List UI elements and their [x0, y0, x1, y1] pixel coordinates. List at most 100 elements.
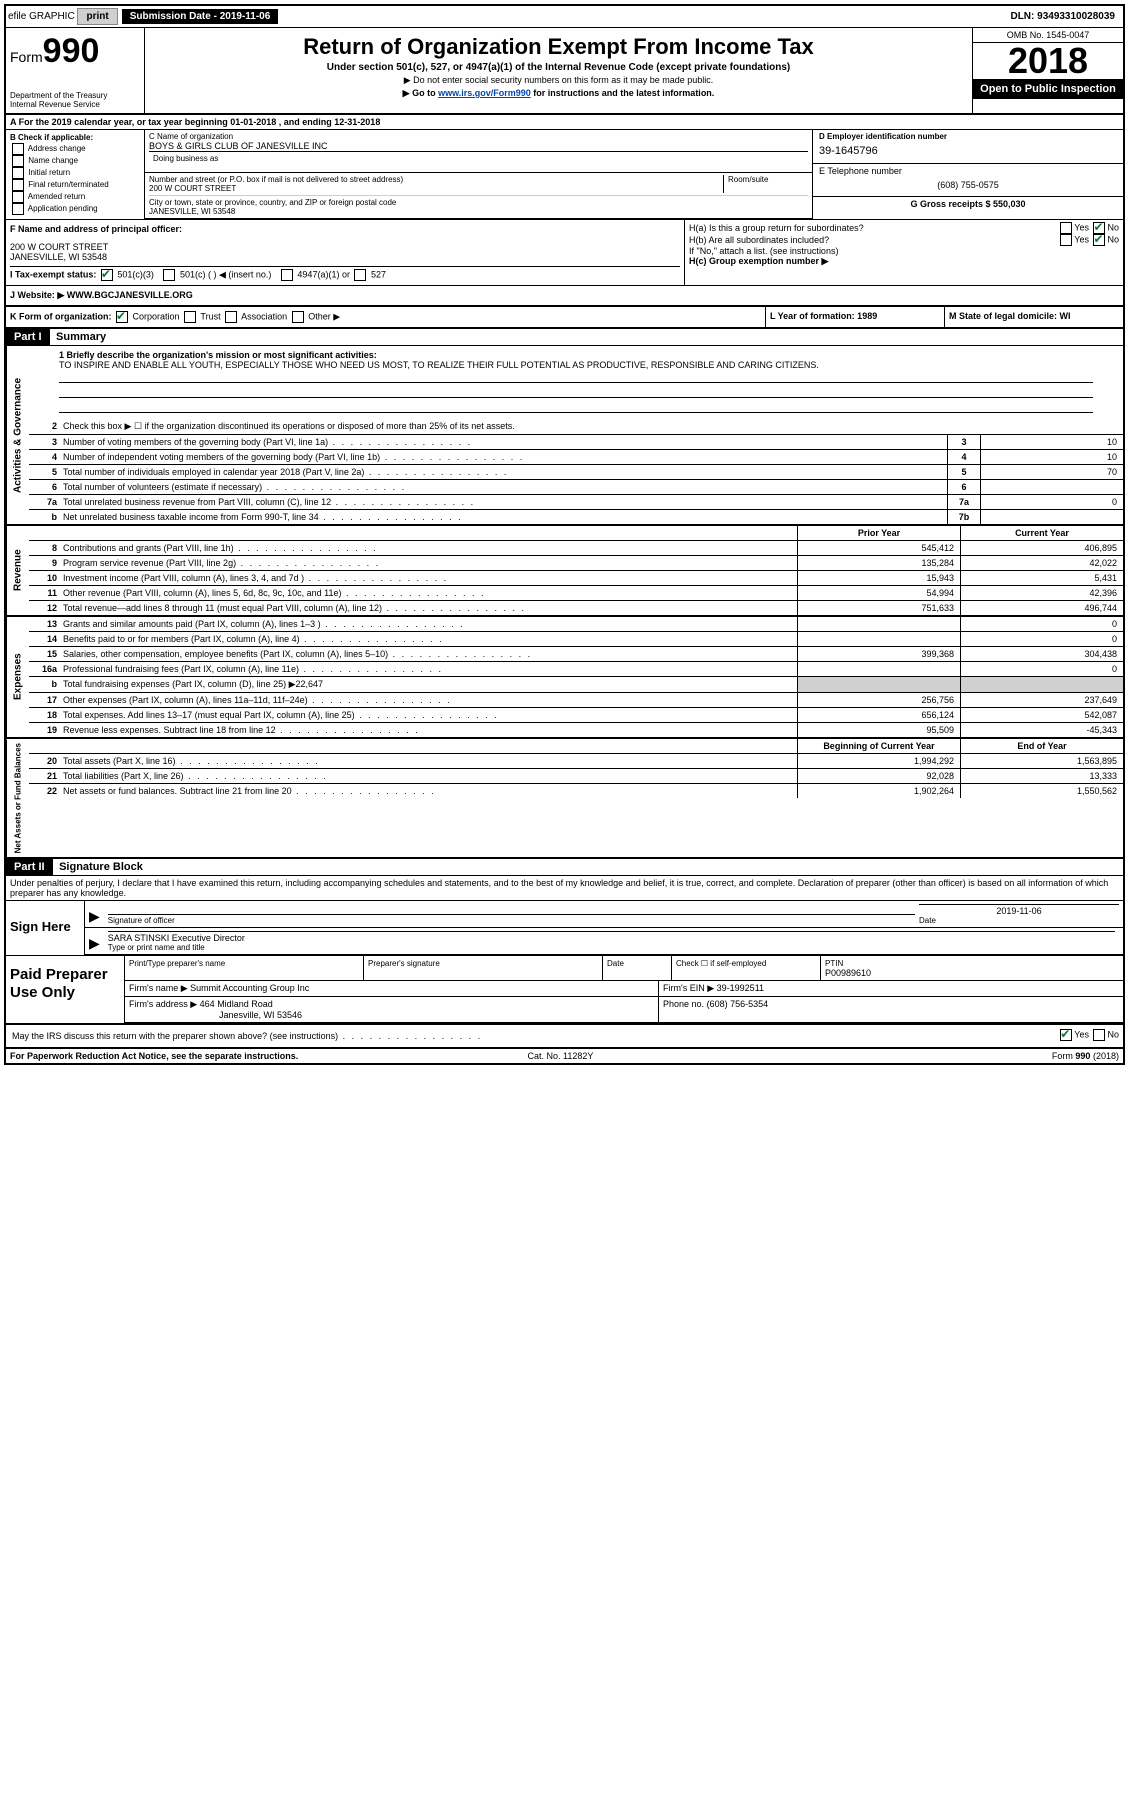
header-left: Form990 Department of the Treasury Inter… [6, 28, 145, 113]
entity-block: B Check if applicable: Address change Na… [6, 130, 1123, 220]
form-number: 990 [43, 32, 100, 70]
firm-name: Summit Accounting Group Inc [190, 983, 309, 993]
cb-527[interactable] [354, 269, 366, 281]
part2-header-row: Part II Signature Block [6, 859, 1123, 876]
line-21: 21Total liabilities (Part X, line 26)92,… [29, 769, 1123, 784]
instructions-link[interactable]: www.irs.gov/Form990 [438, 88, 531, 98]
gov-line-5: 5Total number of individuals employed in… [29, 465, 1123, 480]
firm-addr1: 464 Midland Road [200, 999, 273, 1009]
prior-year-hdr: Prior Year [797, 526, 960, 540]
part2-title: Signature Block [55, 859, 147, 875]
gov-line-6: 6Total number of volunteers (estimate if… [29, 480, 1123, 495]
part1-badge: Part I [6, 329, 50, 345]
cb-501c3[interactable] [101, 269, 113, 281]
firm-addr-label: Firm's address ▶ [129, 999, 197, 1009]
cb-501c[interactable] [163, 269, 175, 281]
dba-label: Doing business as [153, 154, 218, 163]
line-12: 12Total revenue—add lines 8 through 11 (… [29, 601, 1123, 615]
hc-label: H(c) Group exemption number ▶ [689, 256, 1119, 267]
footer-mid: Cat. No. 11282Y [528, 1051, 594, 1061]
pp-sig-label: Preparer's signature [368, 959, 440, 968]
officer-addr1: 200 W COURT STREET [10, 242, 680, 252]
toolbar: efile GRAPHIC print Submission Date - 20… [6, 6, 1123, 28]
col-b-checkboxes: B Check if applicable: Address change Na… [6, 130, 145, 219]
officer-name-field: SARA STINSKI Executive Director Type or … [108, 931, 1115, 952]
part1-header-row: Part I Summary [6, 329, 1123, 346]
discuss-yes[interactable] [1060, 1029, 1072, 1041]
street-label: Number and street (or P.O. box if mail i… [149, 175, 723, 184]
officer-label: F Name and address of principal officer: [10, 224, 680, 234]
officer-addr2: JANESVILLE, WI 53548 [10, 252, 680, 262]
line-b: bTotal fundraising expenses (Part IX, co… [29, 677, 1123, 693]
boy-hdr: Beginning of Current Year [797, 739, 960, 753]
year-formation: L Year of formation: 1989 [770, 311, 877, 321]
hb-note: If "No," attach a list. (see instruction… [689, 246, 1119, 256]
discuss-question: May the IRS discuss this return with the… [10, 1029, 959, 1043]
vtab-net-assets: Net Assets or Fund Balances [6, 739, 29, 857]
arrow-icon: ▶ [89, 935, 100, 952]
tel-value: (608) 755-0575 [819, 176, 1117, 194]
vtab-governance: Activities & Governance [6, 346, 29, 524]
hb-yes[interactable] [1060, 234, 1072, 246]
footer-right: Form 990 (2018) [1052, 1051, 1119, 1061]
part1-title: Summary [52, 329, 110, 345]
city-label: City or town, state or province, country… [149, 198, 808, 207]
hb-label: H(b) Are all subordinates included? [689, 235, 829, 245]
eoy-hdr: End of Year [960, 739, 1123, 753]
hb-no[interactable] [1093, 234, 1105, 246]
cb-application-pending[interactable]: Application pending [10, 203, 140, 215]
row-fh: F Name and address of principal officer:… [6, 220, 1123, 286]
org-name: BOYS & GIRLS CLUB OF JANESVILLE INC [149, 141, 808, 151]
line2: Check this box ▶ ☐ if the organization d… [61, 419, 1123, 434]
pp-self-employed[interactable]: Check ☐ if self-employed [676, 959, 766, 968]
tax-year: 2018 [973, 43, 1123, 79]
row-j: J Website: ▶ WWW.BGCJANESVILLE.ORG [6, 286, 1123, 307]
dept-treasury: Department of the Treasury [10, 91, 140, 100]
print-button[interactable]: print [77, 8, 117, 25]
ein-label: D Employer identification number [819, 132, 1117, 141]
gov-line-4: 4Number of independent voting members of… [29, 450, 1123, 465]
irs: Internal Revenue Service [10, 100, 140, 109]
col-h: H(a) Is this a group return for subordin… [684, 220, 1123, 285]
gov-line-3: 3Number of voting members of the governi… [29, 435, 1123, 450]
line1-label: 1 Briefly describe the organization's mi… [59, 350, 1093, 360]
org-name-label: C Name of organization [149, 132, 808, 141]
note-goto-post: for instructions and the latest informat… [531, 88, 715, 98]
cb-name-change[interactable]: Name change [10, 155, 140, 167]
cb-4947[interactable] [281, 269, 293, 281]
row-a-tax-year: A For the 2019 calendar year, or tax yea… [6, 115, 1123, 130]
section-governance: Activities & Governance 1 Briefly descri… [6, 346, 1123, 526]
section-net-assets: Net Assets or Fund Balances Beginning of… [6, 739, 1123, 859]
gov-line-7a: 7aTotal unrelated business revenue from … [29, 495, 1123, 510]
footer-left: For Paperwork Reduction Act Notice, see … [10, 1051, 298, 1061]
declaration: Under penalties of perjury, I declare th… [6, 876, 1123, 901]
section-expenses: Expenses 13Grants and similar amounts pa… [6, 617, 1123, 739]
firm-name-label: Firm's name ▶ [129, 983, 188, 993]
col-right: D Employer identification number 39-1645… [812, 130, 1123, 219]
discuss-no[interactable] [1093, 1029, 1105, 1041]
cb-other[interactable] [292, 311, 304, 323]
paid-preparer-block: Paid Preparer Use Only Print/Type prepar… [6, 956, 1123, 1025]
line-18: 18Total expenses. Add lines 13–17 (must … [29, 708, 1123, 723]
cb-association[interactable] [225, 311, 237, 323]
cb-amended-return[interactable]: Amended return [10, 191, 140, 203]
ha-yes[interactable] [1060, 222, 1072, 234]
cb-initial-return[interactable]: Initial return [10, 167, 140, 179]
officer-signature-field[interactable]: Signature of officer [108, 914, 915, 925]
firm-ein: 39-1992511 [717, 983, 764, 993]
header-right: OMB No. 1545-0047 2018 Open to Public In… [972, 28, 1123, 113]
line-9: 9Program service revenue (Part VIII, lin… [29, 556, 1123, 571]
tel-label: E Telephone number [819, 166, 1117, 176]
ein-value: 39-1645796 [819, 141, 1117, 161]
cb-address-change[interactable]: Address change [10, 143, 140, 155]
dln: DLN: 93493310028039 [1004, 9, 1121, 24]
col-cde: C Name of organization BOYS & GIRLS CLUB… [145, 130, 812, 219]
form-word: Form [10, 49, 43, 65]
cb-trust[interactable] [184, 311, 196, 323]
room-label: Room/suite [728, 175, 808, 184]
form-990-page: efile GRAPHIC print Submission Date - 20… [4, 4, 1125, 1065]
state-domicile: M State of legal domicile: WI [949, 311, 1071, 321]
line-20: 20Total assets (Part X, line 16)1,994,29… [29, 754, 1123, 769]
cb-final-return[interactable]: Final return/terminated [10, 179, 140, 191]
cb-corporation[interactable] [116, 311, 128, 323]
